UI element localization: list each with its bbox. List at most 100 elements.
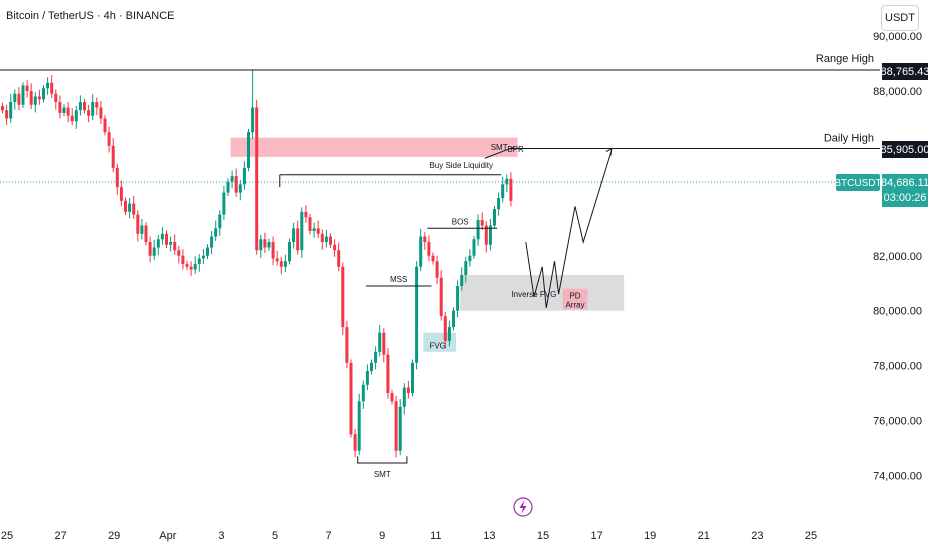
candle-body	[283, 261, 287, 267]
candle-body	[234, 176, 238, 193]
projection-layer	[525, 147, 613, 309]
candle-body	[247, 132, 250, 168]
candle-body	[419, 236, 423, 267]
candle-body	[119, 187, 123, 201]
candle-body	[218, 214, 222, 229]
candle-body	[402, 387, 406, 407]
candle-body	[74, 110, 78, 122]
candle-body	[452, 310, 455, 328]
candle-body	[222, 192, 226, 215]
candle-body	[472, 239, 476, 256]
candle-body	[185, 263, 189, 267]
candle-body	[439, 277, 443, 317]
candle-body	[370, 362, 373, 372]
projection-path	[525, 148, 613, 309]
y-tick-label: 78,000.00	[873, 361, 922, 373]
candle-body	[378, 332, 382, 352]
candle-body	[58, 101, 62, 113]
last-symbol: BTCUSDT	[834, 178, 881, 189]
bpr-label: BPR	[507, 145, 524, 154]
candle-body	[152, 247, 156, 256]
fvg-label: FVG	[429, 341, 445, 350]
candle-body	[312, 228, 316, 232]
candle-body	[201, 255, 205, 259]
candle-body	[165, 233, 168, 245]
candle-body	[238, 184, 242, 193]
candle-body	[103, 118, 107, 133]
candle-body	[304, 211, 308, 218]
daily-high-label: Daily High	[824, 133, 874, 145]
candle-body	[13, 93, 17, 102]
candle-body	[337, 250, 341, 267]
range-high-label: Range High	[816, 53, 874, 65]
candle-body	[386, 354, 390, 394]
candle-body	[501, 184, 505, 199]
x-tick-label: 19	[644, 530, 656, 542]
candle-body	[493, 209, 496, 226]
range-high-tag: 88,765.43	[881, 63, 930, 80]
chart-title: Bitcoin / TetherUS · 4h · BINANCE	[6, 10, 175, 22]
x-tick-label: 17	[590, 530, 602, 542]
candle-body	[136, 214, 140, 234]
candle-body	[169, 242, 173, 245]
x-tick-label: 25	[1, 530, 13, 542]
mss-label: MSS	[390, 275, 407, 284]
candle-body	[333, 244, 337, 251]
daily-high-value: 85,905.00	[881, 144, 930, 156]
range-high-value: 88,765.43	[881, 66, 930, 78]
candle-body	[99, 107, 103, 119]
candle-body	[42, 88, 45, 100]
candle-body	[345, 327, 349, 363]
candle-body	[488, 225, 492, 245]
x-tick-label: 29	[108, 530, 120, 542]
time-axis: 25 27 29 Apr 3 5 7 9 11 13 15 17 19 21 23 25	[1, 530, 817, 542]
candle-body	[25, 85, 29, 92]
candle-body	[226, 181, 230, 193]
candle-body	[156, 239, 160, 248]
candle-body	[255, 107, 259, 251]
candle-body	[267, 242, 271, 248]
x-tick-label: 7	[326, 530, 332, 542]
candle-body	[251, 107, 255, 133]
currency-button[interactable]: USDT	[881, 5, 919, 31]
candle-body	[292, 228, 296, 243]
candle-body	[509, 178, 513, 201]
pd-array-label-2: Array	[565, 300, 584, 309]
candle-body	[431, 255, 435, 262]
candle-body	[144, 225, 148, 243]
candle-body	[50, 82, 54, 94]
candle-body	[275, 258, 279, 262]
candle-body	[447, 327, 451, 341]
candle-body	[37, 96, 41, 100]
candle-body	[87, 110, 91, 116]
candle-body	[29, 91, 33, 105]
candle-body	[394, 401, 398, 451]
bos-label: BOS	[452, 217, 469, 226]
x-tick-label: Apr	[159, 530, 176, 542]
candle-body	[124, 200, 127, 212]
candle-body	[140, 225, 144, 234]
candle-body	[329, 236, 332, 245]
candle-body	[427, 242, 431, 256]
smt-top-line	[484, 146, 514, 159]
candle-body	[361, 384, 365, 402]
candles-layer	[1, 69, 513, 458]
candle-body	[324, 236, 328, 243]
candle-body	[406, 387, 410, 394]
buy-side-liquidity-label: Buy Side Liquidity	[429, 161, 493, 170]
candle-body	[300, 211, 304, 251]
candle-body	[70, 115, 74, 122]
last-price: 84,686.11	[881, 177, 929, 189]
lightning-icon[interactable]	[513, 497, 533, 517]
candle-body	[62, 107, 66, 113]
candle-body	[435, 261, 439, 278]
candle-body	[476, 220, 480, 240]
zone-2	[423, 332, 457, 352]
candle-body	[259, 239, 263, 251]
candle-body	[189, 266, 193, 270]
candle-body	[357, 401, 361, 451]
x-tick-label: 3	[218, 530, 224, 542]
candle-body	[415, 266, 419, 363]
